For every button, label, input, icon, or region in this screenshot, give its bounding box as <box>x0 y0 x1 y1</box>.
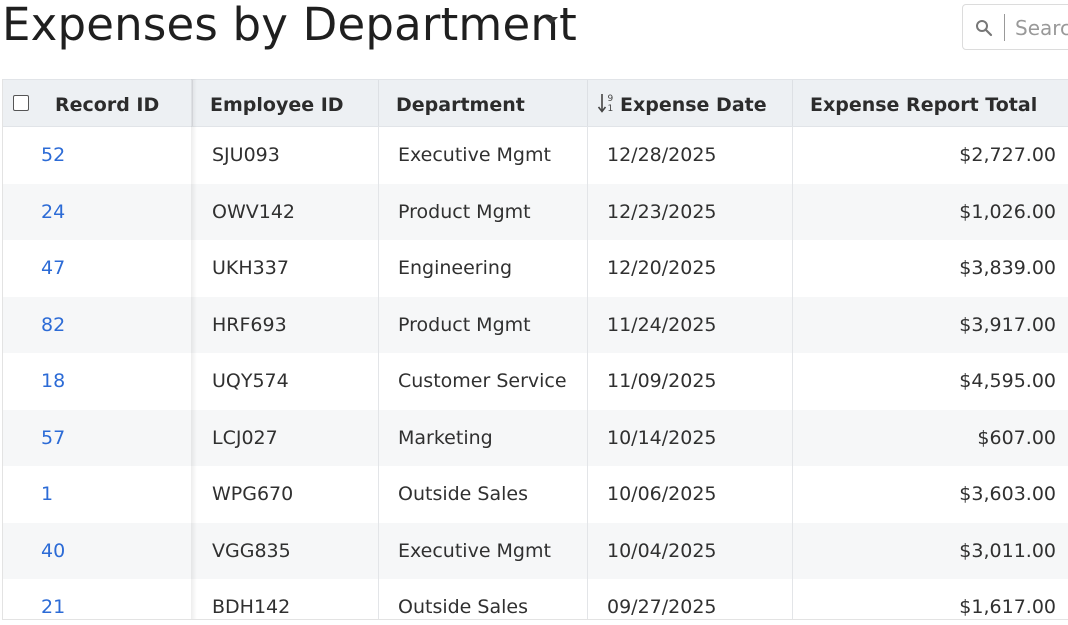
record-id-link[interactable]: 21 <box>41 596 66 618</box>
department-cell: Marketing <box>398 426 493 449</box>
table-row[interactable]: 21 BDH142 Outside Sales 09/27/2025 $1,61… <box>3 579 1068 619</box>
data-table: Record ID Employee ID Department 9 1 Exp… <box>2 79 1068 620</box>
employee-id-cell: OWV142 <box>212 200 296 223</box>
select-all-checkbox[interactable] <box>13 95 29 111</box>
page-header: Expenses by Department <box>0 0 1068 78</box>
search-input[interactable] <box>1015 14 1068 41</box>
table-row[interactable]: 1 WPG670 Outside Sales 10/06/2025 $3,603… <box>3 466 1068 523</box>
expense-total-cell: $3,917.00 <box>959 313 1056 336</box>
search-icon <box>976 20 993 37</box>
record-id-link[interactable]: 47 <box>41 257 66 279</box>
expense-total-cell: $3,011.00 <box>959 539 1056 562</box>
expense-total-cell: $1,026.00 <box>959 200 1056 223</box>
search-divider <box>1004 14 1005 41</box>
expense-date-cell: 10/06/2025 <box>607 483 717 505</box>
employee-id-cell: UKH337 <box>212 257 289 279</box>
column-divider <box>587 80 588 126</box>
employee-id-cell: BDH142 <box>212 596 291 618</box>
column-divider <box>792 127 793 619</box>
record-id-link[interactable]: 57 <box>41 426 66 449</box>
column-header-expense-date[interactable]: Expense Date <box>620 94 767 116</box>
frozen-column-shadow <box>191 79 197 619</box>
column-header-department[interactable]: Department <box>396 94 525 116</box>
expense-total-cell: $3,839.00 <box>959 257 1056 279</box>
table-row[interactable]: 82 HRF693 Product Mgmt 11/24/2025 $3,917… <box>3 296 1068 353</box>
department-cell: Executive Mgmt <box>398 539 551 562</box>
expense-total-cell: $3,603.00 <box>959 483 1056 505</box>
expense-date-cell: 11/24/2025 <box>607 313 717 336</box>
employee-id-cell: UQY574 <box>212 370 289 392</box>
record-id-link[interactable]: 40 <box>41 539 66 562</box>
search-box[interactable] <box>962 4 1068 50</box>
table-row[interactable]: 18 UQY574 Customer Service 11/09/2025 $4… <box>3 353 1068 410</box>
expense-date-cell: 12/20/2025 <box>607 257 717 279</box>
record-id-link[interactable]: 1 <box>41 483 54 505</box>
column-header-record-id[interactable]: Record ID <box>55 94 160 116</box>
expense-date-cell: 11/09/2025 <box>607 370 717 392</box>
employee-id-cell: SJU093 <box>212 144 280 166</box>
record-id-link[interactable]: 52 <box>41 144 66 166</box>
column-divider <box>792 80 793 126</box>
expense-total-cell: $4,595.00 <box>959 370 1056 392</box>
expense-date-cell: 09/27/2025 <box>607 596 717 618</box>
table-row[interactable]: 47 UKH337 Engineering 12/20/2025 $3,839.… <box>3 240 1068 297</box>
department-cell: Executive Mgmt <box>398 144 551 166</box>
department-cell: Engineering <box>398 257 512 279</box>
department-cell: Customer Service <box>398 370 567 392</box>
table-row[interactable]: 52 SJU093 Executive Mgmt 12/28/2025 $2,7… <box>3 127 1068 184</box>
expense-total-cell: $607.00 <box>977 426 1056 449</box>
expense-date-cell: 12/28/2025 <box>607 144 717 166</box>
employee-id-cell: LCJ027 <box>212 426 278 449</box>
column-header-expense-report-total[interactable]: Expense Report Total <box>810 94 1038 116</box>
expense-total-cell: $2,727.00 <box>959 144 1056 166</box>
expense-date-cell: 10/14/2025 <box>607 426 717 449</box>
record-id-link[interactable]: 82 <box>41 313 66 336</box>
svg-text:1: 1 <box>608 104 614 114</box>
employee-id-cell: WPG670 <box>212 483 294 505</box>
employee-id-cell: HRF693 <box>212 313 287 336</box>
column-divider <box>192 80 193 126</box>
column-header-employee-id[interactable]: Employee ID <box>210 94 344 116</box>
expense-total-cell: $1,617.00 <box>959 596 1056 618</box>
table-header: Record ID Employee ID Department 9 1 Exp… <box>3 79 1068 127</box>
column-divider <box>378 80 379 126</box>
table-row[interactable]: 57 LCJ027 Marketing 10/14/2025 $607.00 <box>3 409 1068 466</box>
chevron-down-icon[interactable] <box>544 17 558 24</box>
page-title[interactable]: Expenses by Department <box>2 0 577 51</box>
employee-id-cell: VGG835 <box>212 539 291 562</box>
table-row[interactable]: 24 OWV142 Product Mgmt 12/23/2025 $1,026… <box>3 183 1068 240</box>
record-id-link[interactable]: 18 <box>41 370 66 392</box>
department-cell: Outside Sales <box>398 596 528 618</box>
department-cell: Product Mgmt <box>398 200 531 223</box>
sort-descending-icon[interactable]: 9 1 <box>597 92 617 114</box>
column-divider <box>587 127 588 619</box>
expense-date-cell: 10/04/2025 <box>607 539 717 562</box>
department-cell: Outside Sales <box>398 483 528 505</box>
department-cell: Product Mgmt <box>398 313 531 336</box>
table-row[interactable]: 40 VGG835 Executive Mgmt 10/04/2025 $3,0… <box>3 522 1068 579</box>
record-id-link[interactable]: 24 <box>41 200 66 223</box>
column-divider <box>378 127 379 619</box>
svg-text:9: 9 <box>608 94 614 104</box>
expense-date-cell: 12/23/2025 <box>607 200 717 223</box>
